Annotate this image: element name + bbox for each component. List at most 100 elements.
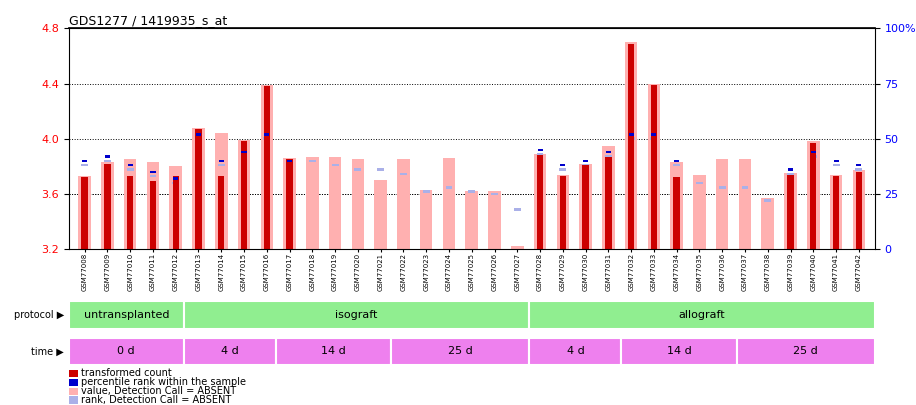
Bar [241, 141, 247, 249]
Bar [260, 85, 273, 249]
Bar [761, 198, 774, 249]
Bar [651, 133, 657, 136]
Bar [583, 165, 589, 249]
Bar [671, 162, 683, 249]
Bar [238, 140, 250, 249]
Bar [511, 246, 524, 249]
Bar [423, 190, 430, 193]
Bar [621, 338, 736, 365]
Text: percentile rank within the sample: percentile rank within the sample [81, 377, 245, 387]
Bar [853, 171, 865, 249]
Bar [124, 160, 136, 249]
Bar [104, 155, 110, 158]
Bar [529, 301, 875, 328]
Bar [468, 190, 475, 193]
Bar [696, 181, 703, 184]
Bar [82, 177, 88, 249]
Bar [856, 168, 862, 171]
Bar [276, 338, 391, 365]
Bar [674, 160, 680, 162]
Bar [195, 137, 202, 140]
Bar [218, 164, 224, 166]
Bar [538, 149, 542, 151]
Bar [391, 338, 529, 365]
Text: 4 d: 4 d [566, 346, 584, 356]
Bar [488, 191, 501, 249]
Bar [736, 338, 875, 365]
Bar [602, 146, 615, 249]
Bar [287, 160, 293, 249]
Bar [127, 164, 133, 166]
Bar [557, 175, 569, 249]
Bar [283, 158, 296, 249]
Bar [693, 175, 705, 249]
Bar [465, 191, 478, 249]
Bar [810, 155, 817, 158]
Bar [400, 173, 407, 175]
Bar [69, 338, 184, 365]
Bar [420, 190, 432, 249]
Bar [650, 85, 657, 249]
Bar [491, 193, 498, 195]
Bar [149, 175, 157, 177]
Bar [219, 160, 224, 162]
Bar [445, 186, 453, 188]
Bar [742, 186, 748, 188]
Text: 14 d: 14 d [667, 346, 692, 356]
Bar [82, 164, 88, 166]
Bar [329, 157, 342, 249]
Bar [127, 176, 134, 249]
Bar [560, 168, 566, 171]
Text: transformed count: transformed count [81, 369, 171, 378]
Bar [104, 164, 111, 249]
Bar [788, 168, 793, 171]
Bar [442, 158, 455, 249]
Bar [184, 301, 529, 328]
Bar [650, 137, 658, 140]
Bar [101, 162, 114, 249]
Text: isograft: isograft [335, 310, 377, 320]
Bar [172, 176, 179, 249]
Text: time ▶: time ▶ [31, 346, 64, 356]
Bar [529, 338, 621, 365]
Bar [627, 137, 635, 140]
Bar [830, 175, 843, 249]
Bar [625, 42, 638, 249]
Bar [377, 168, 384, 171]
Bar [534, 154, 546, 249]
Bar [784, 173, 797, 249]
Bar [147, 162, 159, 249]
Bar [169, 166, 182, 249]
Bar [149, 181, 156, 249]
Bar [716, 160, 728, 249]
Bar [810, 143, 816, 249]
Text: 25 d: 25 d [448, 346, 473, 356]
Text: untransplanted: untransplanted [83, 310, 169, 320]
Bar [309, 160, 316, 162]
Bar [82, 160, 87, 162]
Bar [788, 175, 794, 249]
Bar [375, 180, 387, 249]
Text: GDS1277 / 1419935_s_at: GDS1277 / 1419935_s_at [69, 14, 227, 27]
Bar [833, 164, 839, 166]
Bar [150, 171, 156, 173]
Bar [354, 168, 361, 171]
Bar [352, 160, 365, 249]
Bar [79, 176, 91, 249]
Bar [286, 164, 293, 166]
Bar [514, 208, 520, 211]
Bar [787, 173, 794, 175]
Bar [811, 151, 816, 153]
Bar [583, 160, 588, 162]
Bar [184, 338, 276, 365]
Bar [719, 186, 725, 188]
Bar [69, 301, 184, 328]
Bar [287, 160, 292, 162]
Bar [673, 164, 680, 166]
Bar [561, 164, 565, 166]
Bar [605, 157, 612, 249]
Bar [764, 199, 771, 202]
Bar [264, 86, 270, 249]
Bar [104, 160, 111, 162]
Bar [673, 177, 680, 249]
